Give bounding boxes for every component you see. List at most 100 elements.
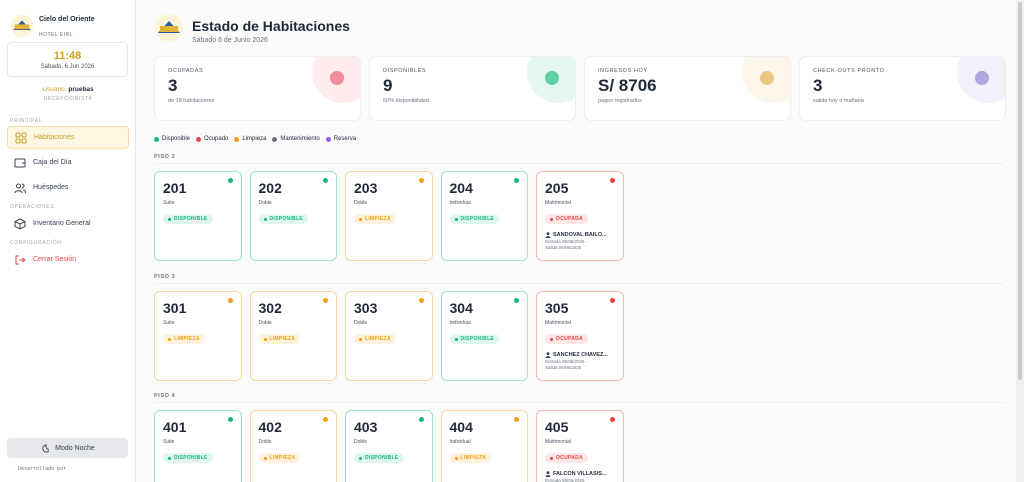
stat-value: 9	[383, 76, 393, 95]
stat-card: CHECK-OUTS PRONTO 3 salida hoy o mañana	[799, 56, 1006, 121]
room-card[interactable]: 305 Matrimonial OCUPADA SANCHEZ CHAVEZ... En…	[536, 291, 624, 381]
nav-item[interactable]: Cerrar Sesión	[7, 248, 129, 271]
nav-item[interactable]: Inventario General	[7, 212, 129, 235]
badge-dot	[550, 337, 553, 341]
room-card[interactable]: 203 Doble LIMPIEZA	[345, 171, 433, 261]
status-badge: OCUPADA	[545, 453, 589, 463]
stat-icon	[545, 71, 559, 85]
room-card[interactable]: 405 Matrimonial OCUPADA FALCON VILLASIS... E…	[536, 410, 624, 482]
legend-label: Reserva	[333, 136, 357, 142]
floor-section: PISO 2 201 Suite DISPONIBLE 202 Doble DISPONIB…	[154, 154, 1004, 261]
stat-label: CHECK-OUTS PRONTO	[813, 68, 885, 74]
badge-dot	[454, 217, 458, 221]
room-status-dot	[227, 178, 233, 183]
status-label: OCUPADA	[556, 336, 584, 342]
room-card[interactable]: 205 Matrimonial OCUPADA SANDOVAL BAILO... En…	[536, 171, 624, 261]
stat-icon	[975, 71, 989, 85]
nav-label: Huéspedes	[33, 184, 69, 191]
guest: SANCHEZ CHAVEZ...	[545, 352, 615, 358]
brand-name: Cielo del Oriente	[39, 16, 95, 23]
room-card[interactable]: 404 Individual LIMPIEZA	[440, 410, 528, 482]
footer-text: Desarrollado por	[18, 466, 67, 472]
guest-name: FALCON VILLASIS...	[553, 470, 607, 477]
room-number: 404	[449, 419, 473, 435]
legend-dot	[154, 136, 159, 142]
room-type: Individual	[449, 320, 471, 326]
nav-label: Habitaciones	[34, 134, 75, 141]
room-status-dot	[418, 417, 424, 422]
room-card[interactable]: 303 Doble LIMPIEZA	[345, 291, 433, 381]
room-type: Doble	[354, 200, 368, 206]
room-card[interactable]: 302 Doble LIMPIEZA	[249, 291, 337, 381]
check-out: Salida 06/06/2026	[545, 244, 582, 250]
status-label: LIMPIEZA	[460, 455, 487, 461]
room-card[interactable]: 204 Individual DISPONIBLE	[440, 171, 528, 261]
legend-label: Disponible	[162, 136, 191, 142]
badge-dot	[454, 337, 458, 341]
room-card[interactable]: 301 Suite LIMPIEZA	[154, 291, 242, 381]
legend-dot	[234, 136, 240, 142]
room-number: 305	[545, 300, 569, 316]
user-line: Usuario: pruebas	[0, 86, 136, 93]
stat-card: OCUPADAS 3 de 18 habitaciones	[154, 56, 361, 121]
badge-dot	[263, 217, 267, 221]
nav-item[interactable]: Huéspedes	[7, 176, 129, 199]
room-card[interactable]: 202 Doble DISPONIBLE	[249, 171, 337, 261]
night-mode-button[interactable]: Modo Noche	[7, 438, 128, 458]
stat-note: salida hoy o mañana	[813, 98, 864, 104]
status-badge: DISPONIBLE	[449, 334, 500, 344]
status-badge: OCUPADA	[545, 334, 589, 344]
room-status-dot	[609, 298, 615, 303]
status-badge: DISPONIBLE	[163, 214, 213, 224]
header-text: Estado de Habitaciones Sábado 6 de Junio …	[192, 18, 350, 44]
room-number: 205	[545, 180, 569, 196]
room-type: Doble	[258, 320, 272, 326]
nav-item[interactable]: Habitaciones	[7, 126, 129, 149]
check-in: Entrada 05/06/2026 -	[545, 358, 588, 364]
badge-dot	[263, 337, 267, 341]
stat-note: 50% disponibilidad	[383, 98, 429, 104]
status-badge: LIMPIEZA	[449, 453, 492, 463]
room-type: Suite	[163, 439, 175, 445]
room-type: Suite	[163, 320, 175, 326]
guest-name: SANDOVAL BAILO...	[553, 231, 607, 238]
room-list: 301 Suite LIMPIEZA 302 Doble LIMPIEZA 303 Doble…	[154, 291, 1004, 381]
room-status-dot	[323, 298, 328, 303]
badge-dot	[359, 217, 362, 221]
legend-item: Limpieza	[234, 136, 266, 142]
legend-dot	[196, 136, 202, 142]
room-card[interactable]: 401 Suite DISPONIBLE	[154, 410, 242, 482]
room-card[interactable]: 402 Doble LIMPIEZA	[249, 410, 337, 482]
room-card[interactable]: 201 Suite DISPONIBLE	[154, 171, 242, 261]
badge-dot	[359, 337, 362, 341]
room-status-dot	[323, 178, 328, 183]
nav-label: Caja del Día	[33, 159, 72, 166]
legend: Disponible Ocupado Limpieza Mantenimiento Re…	[154, 136, 356, 142]
legend-label: Mantenimiento	[280, 136, 320, 142]
logo	[154, 13, 184, 48]
room-number: 402	[258, 419, 282, 435]
status-badge: DISPONIBLE	[163, 453, 213, 463]
status-badge: LIMPIEZA	[163, 334, 205, 344]
room-status-dot	[609, 417, 615, 422]
room-number: 304	[449, 300, 473, 316]
room-card[interactable]: 304 Individual DISPONIBLE	[440, 291, 528, 381]
room-card[interactable]: 403 Doble DISPONIBLE	[345, 410, 433, 482]
status-label: OCUPADA	[556, 216, 584, 222]
room-type: Matrimonial	[545, 200, 571, 206]
badge-dot	[168, 456, 171, 460]
status-badge: LIMPIEZA	[354, 214, 396, 224]
user-label: Usuario:	[42, 86, 67, 93]
stat-card: INGRESOS HOY S/ 8706 pagos registrados	[584, 56, 791, 121]
room-number: 201	[163, 180, 187, 196]
nav-item[interactable]: Caja del Día	[7, 151, 129, 174]
room-type: Doble	[258, 439, 272, 445]
badge-dot	[454, 456, 458, 460]
status-badge: LIMPIEZA	[354, 334, 396, 344]
scrollbar	[1016, 0, 1024, 482]
status-label: DISPONIBLE	[269, 216, 304, 222]
status-label: DISPONIBLE	[365, 455, 399, 461]
room-status-dot	[227, 298, 233, 303]
page-date: Sábado 6 de Junio 2026	[192, 36, 268, 44]
sidebar: Cielo del Oriente HOTEL EIRL 11:48 Sábado, …	[0, 0, 136, 482]
